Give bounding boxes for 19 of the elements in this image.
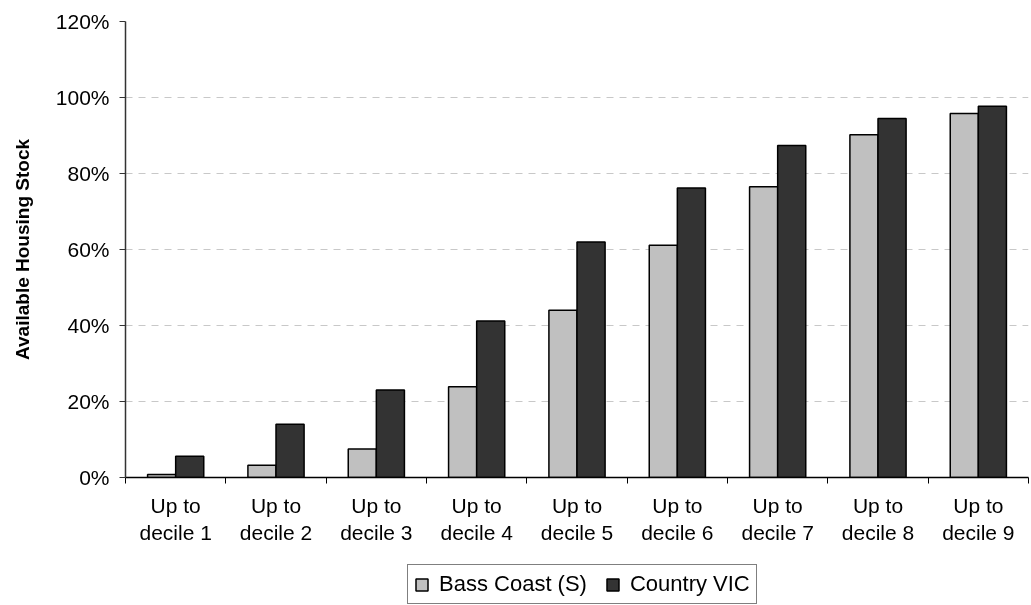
x-tick-label: Up to decile 2 (239, 493, 313, 545)
y-tick-label: 20% (67, 390, 110, 413)
x-tick-label: Up to decile 5 (540, 493, 614, 545)
x-tick-label: Up to decile 7 (741, 493, 814, 545)
y-tick-label: 120% (55, 10, 110, 33)
x-tick-label: Up to decile 4 (440, 493, 514, 545)
y-tick-label: 100% (55, 86, 110, 109)
x-tick-label: Up to decile 6 (641, 493, 714, 545)
y-tick-label: 60% (67, 238, 110, 261)
x-tick-label: Up to decile 9 (942, 493, 1015, 545)
x-tick-label: Up to decile 8 (841, 493, 915, 545)
legend-label: Bass Coast (S) (439, 571, 587, 597)
y-tick-label: 80% (67, 162, 110, 185)
x-tick-label: Up to decile 1 (139, 493, 212, 545)
y-tick-label: 40% (67, 314, 110, 337)
legend-label: Country VIC (629, 571, 750, 597)
x-tick-label: Up to decile 3 (340, 493, 413, 545)
y-tick-label: 0% (79, 466, 110, 489)
y-axis-title: Available Housing Stock (11, 138, 33, 361)
